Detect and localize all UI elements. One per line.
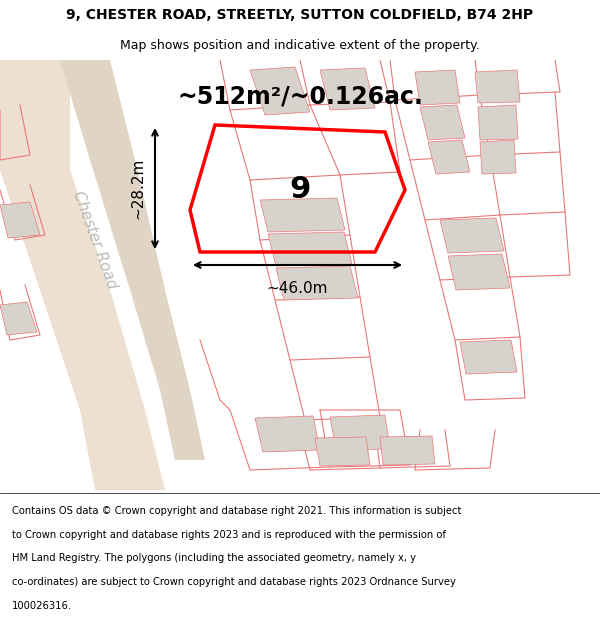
Polygon shape — [475, 70, 520, 103]
Text: 100026316.: 100026316. — [12, 601, 72, 611]
Polygon shape — [330, 415, 390, 450]
Polygon shape — [315, 437, 370, 466]
Polygon shape — [260, 198, 345, 232]
Polygon shape — [440, 218, 504, 253]
Polygon shape — [255, 416, 320, 452]
Polygon shape — [420, 105, 465, 140]
Polygon shape — [0, 60, 165, 490]
Text: ~46.0m: ~46.0m — [267, 281, 328, 296]
Polygon shape — [448, 254, 510, 290]
Polygon shape — [415, 70, 460, 105]
Text: Chester Road: Chester Road — [70, 189, 119, 291]
Polygon shape — [478, 105, 518, 140]
Polygon shape — [60, 60, 205, 460]
Polygon shape — [428, 140, 470, 174]
Text: Map shows position and indicative extent of the property.: Map shows position and indicative extent… — [120, 39, 480, 51]
Text: ~28.2m: ~28.2m — [130, 158, 145, 219]
Text: ~512m²/~0.126ac.: ~512m²/~0.126ac. — [177, 85, 423, 109]
Polygon shape — [460, 340, 517, 374]
Polygon shape — [276, 266, 358, 300]
Polygon shape — [0, 202, 40, 238]
Polygon shape — [480, 140, 516, 174]
Polygon shape — [0, 302, 37, 335]
Text: co-ordinates) are subject to Crown copyright and database rights 2023 Ordnance S: co-ordinates) are subject to Crown copyr… — [12, 577, 456, 587]
Polygon shape — [268, 232, 352, 266]
Text: Contains OS data © Crown copyright and database right 2021. This information is : Contains OS data © Crown copyright and d… — [12, 506, 461, 516]
Polygon shape — [250, 67, 310, 115]
Polygon shape — [320, 68, 375, 110]
Text: 9, CHESTER ROAD, STREETLY, SUTTON COLDFIELD, B74 2HP: 9, CHESTER ROAD, STREETLY, SUTTON COLDFI… — [67, 8, 533, 22]
Text: HM Land Registry. The polygons (including the associated geometry, namely x, y: HM Land Registry. The polygons (includin… — [12, 554, 416, 564]
Text: 9: 9 — [289, 176, 311, 204]
Polygon shape — [380, 436, 435, 465]
Text: to Crown copyright and database rights 2023 and is reproduced with the permissio: to Crown copyright and database rights 2… — [12, 530, 446, 540]
